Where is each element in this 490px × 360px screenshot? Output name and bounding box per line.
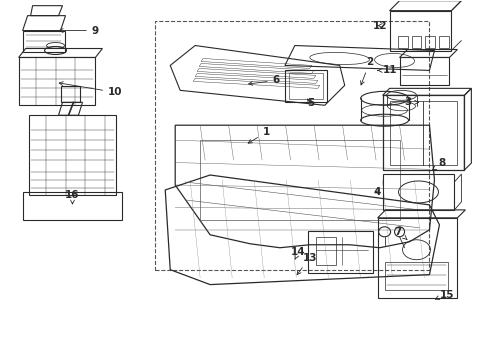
Bar bbox=[23, 31, 65, 53]
Bar bbox=[285, 71, 327, 102]
Bar bbox=[390, 101, 457, 165]
Text: 4: 4 bbox=[373, 187, 381, 197]
Text: 14: 14 bbox=[291, 247, 306, 260]
Text: 11: 11 bbox=[377, 66, 397, 76]
Bar bbox=[397, 36, 408, 48]
Bar bbox=[155, 21, 429, 270]
Text: 12: 12 bbox=[373, 21, 388, 31]
Bar bbox=[200, 140, 399, 220]
Bar bbox=[412, 36, 421, 48]
Text: 16: 16 bbox=[65, 190, 80, 204]
Bar bbox=[308, 231, 372, 273]
Text: 15: 15 bbox=[435, 289, 454, 300]
Text: 13: 13 bbox=[297, 253, 317, 275]
Bar bbox=[289, 73, 323, 99]
Text: 9: 9 bbox=[59, 26, 99, 36]
Text: 6: 6 bbox=[249, 75, 280, 85]
Text: 2: 2 bbox=[361, 58, 373, 85]
Bar bbox=[378, 218, 457, 298]
Bar bbox=[19, 58, 96, 105]
Text: 8: 8 bbox=[433, 158, 446, 170]
Text: 5: 5 bbox=[307, 98, 315, 108]
Bar bbox=[23, 192, 122, 220]
Bar bbox=[425, 36, 436, 48]
Bar bbox=[440, 36, 449, 48]
Text: 7: 7 bbox=[394, 227, 407, 239]
Text: 10: 10 bbox=[59, 82, 122, 97]
Bar bbox=[385, 262, 448, 289]
Bar bbox=[28, 115, 116, 195]
Bar bbox=[399, 58, 449, 85]
Bar bbox=[316, 237, 336, 265]
Bar bbox=[390, 11, 451, 50]
Bar bbox=[383, 174, 454, 210]
Bar bbox=[383, 95, 465, 170]
Text: 1: 1 bbox=[248, 127, 270, 143]
Text: 3: 3 bbox=[405, 97, 418, 107]
Bar bbox=[61, 86, 80, 102]
